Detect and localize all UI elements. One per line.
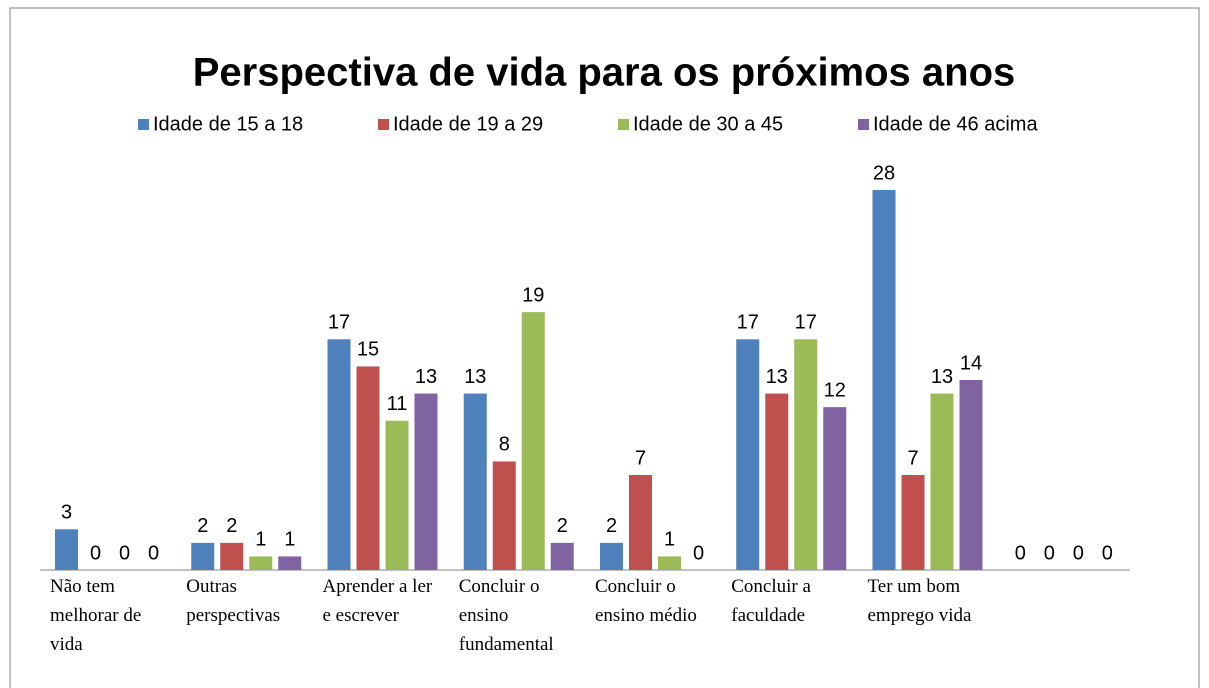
value-label: 0 xyxy=(119,542,130,564)
value-label: 1 xyxy=(255,529,266,551)
bar xyxy=(492,461,516,570)
value-label: 17 xyxy=(328,312,350,334)
value-label: 2 xyxy=(557,515,568,537)
value-label: 19 xyxy=(522,284,544,306)
value-label: 0 xyxy=(90,542,101,564)
value-label: 13 xyxy=(464,366,486,388)
bar xyxy=(872,190,896,570)
legend-swatch xyxy=(378,119,389,130)
x-tick-label: Outras perspectivas xyxy=(186,576,281,626)
value-label: 13 xyxy=(415,366,437,388)
bar xyxy=(463,393,487,570)
legend-swatch xyxy=(138,119,149,130)
value-label: 8 xyxy=(499,434,510,456)
value-label: 15 xyxy=(357,339,379,361)
bar xyxy=(249,556,273,570)
legend-swatch xyxy=(858,119,869,130)
bar xyxy=(930,393,954,570)
legend-label: Idade de 30 a 45 xyxy=(633,113,783,135)
bar xyxy=(191,542,215,570)
bar xyxy=(736,339,760,570)
bar xyxy=(521,312,545,570)
value-label: 2 xyxy=(197,515,208,537)
bar xyxy=(794,339,818,570)
bar xyxy=(220,542,244,570)
value-label: 0 xyxy=(1044,542,1055,564)
value-label: 12 xyxy=(824,379,846,401)
legend-label: Idade de 15 a 18 xyxy=(153,113,303,135)
value-label: 2 xyxy=(226,515,237,537)
value-label: 0 xyxy=(693,542,704,564)
bar xyxy=(414,393,438,570)
bar xyxy=(765,393,789,570)
bar xyxy=(658,556,681,570)
value-label: 17 xyxy=(795,312,817,334)
chart-title: Perspectiva de vida para os próximos ano… xyxy=(193,51,1016,95)
value-label: 1 xyxy=(664,529,675,551)
x-tick-label: Concluir o ensino fundamental xyxy=(458,576,554,655)
legend-label: Idade de 19 a 29 xyxy=(393,113,543,135)
bar xyxy=(356,366,380,570)
bar xyxy=(385,420,409,570)
bar xyxy=(278,556,302,570)
bar xyxy=(823,407,847,570)
x-tick-label: Concluir o ensino médio xyxy=(595,576,697,626)
bar xyxy=(629,475,652,570)
legend-label: Idade de 46 acima xyxy=(873,113,1038,135)
bar xyxy=(901,475,925,570)
value-label: 13 xyxy=(931,366,953,388)
value-label: 0 xyxy=(1102,542,1113,564)
value-label: 1 xyxy=(284,529,295,551)
value-label: 28 xyxy=(873,162,895,184)
x-tick-label: Ter um bom emprego vida xyxy=(867,576,972,626)
value-label: 0 xyxy=(1073,542,1084,564)
value-label: 0 xyxy=(1015,542,1026,564)
value-label: 7 xyxy=(635,447,646,469)
x-tick-label: Aprender a ler e escrever xyxy=(322,576,433,626)
value-label: 14 xyxy=(960,352,982,374)
bar xyxy=(600,542,623,570)
x-tick-label: Concluir a faculdade xyxy=(731,576,811,626)
value-label: 17 xyxy=(737,312,759,334)
value-label: 13 xyxy=(766,366,788,388)
x-tick-label: Não tem melhorar de vida xyxy=(50,576,142,655)
value-label: 0 xyxy=(148,542,159,564)
bar xyxy=(550,542,574,570)
bar xyxy=(959,380,983,570)
legend-swatch xyxy=(618,119,629,130)
chart-border xyxy=(9,7,1200,688)
bar xyxy=(55,529,78,570)
value-label: 3 xyxy=(61,502,72,524)
value-label: 11 xyxy=(387,393,408,415)
value-label: 2 xyxy=(606,515,617,537)
value-label: 7 xyxy=(907,447,918,469)
bar xyxy=(327,339,351,570)
